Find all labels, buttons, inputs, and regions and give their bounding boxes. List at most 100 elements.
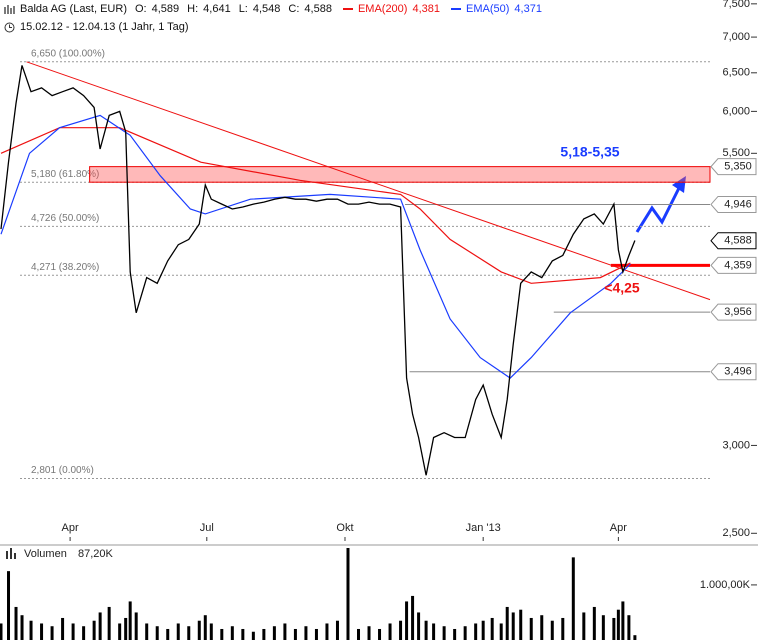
volume-bar bbox=[378, 628, 382, 640]
trendline bbox=[26, 61, 711, 301]
fib-label: 4,271 (38.20%) bbox=[31, 262, 99, 273]
volume-bar bbox=[166, 628, 170, 640]
stat-name: H: bbox=[187, 3, 199, 15]
volume-bar bbox=[621, 601, 625, 640]
volume-bar bbox=[561, 617, 565, 640]
volume-bar bbox=[61, 617, 65, 640]
fib-label: 2,801 (0.00%) bbox=[31, 465, 94, 476]
volume-bar bbox=[335, 620, 339, 640]
legend-value: 4,381 bbox=[412, 3, 440, 15]
volume-bar bbox=[272, 626, 276, 640]
volume-bar bbox=[424, 620, 428, 640]
volume-bar bbox=[314, 628, 318, 640]
volume-bar bbox=[481, 620, 485, 640]
volume-bar bbox=[633, 635, 637, 640]
volume-bar bbox=[20, 615, 24, 640]
volume-bar bbox=[230, 626, 234, 640]
volume-bar bbox=[283, 623, 287, 640]
price-tag bbox=[710, 303, 757, 321]
volume-bar bbox=[187, 626, 191, 640]
volume-bar bbox=[550, 620, 554, 640]
volume-bar bbox=[367, 626, 371, 640]
volume-bar bbox=[203, 615, 207, 640]
stat-value: 4,641 bbox=[203, 3, 231, 15]
volume-bar bbox=[453, 628, 457, 640]
y-tick-label: 6,500 bbox=[722, 67, 750, 79]
volume-bar bbox=[529, 617, 533, 640]
volume-bar bbox=[405, 601, 409, 640]
volume-bar bbox=[511, 612, 515, 640]
volume-bar bbox=[474, 623, 478, 640]
bars-icon bbox=[4, 4, 15, 14]
target-zone bbox=[89, 166, 711, 183]
volume-bar bbox=[262, 628, 266, 640]
price-tag-label: 3,956 bbox=[724, 306, 752, 318]
volume-bar bbox=[124, 617, 128, 640]
y-tick-label: 3,000 bbox=[722, 439, 750, 451]
x-tick-label: Jul bbox=[200, 522, 214, 534]
volume-title: Volumen bbox=[24, 548, 67, 560]
y-tick-label: 7,500 bbox=[722, 0, 750, 10]
legend-value: 4,371 bbox=[514, 3, 542, 15]
annotation: 5,18-5,35 bbox=[560, 144, 619, 160]
volume-bar bbox=[417, 612, 421, 640]
volume-bar bbox=[241, 628, 245, 640]
price-tag-label: 4,359 bbox=[724, 259, 752, 271]
price-line bbox=[0, 65, 636, 476]
volume-bar bbox=[616, 609, 620, 640]
price-tag bbox=[710, 195, 757, 213]
clock-icon bbox=[4, 22, 15, 32]
volume-bar bbox=[357, 628, 361, 640]
stat-name: C: bbox=[288, 3, 300, 15]
price-tag-label: 4,946 bbox=[724, 198, 752, 210]
volume-bar bbox=[176, 623, 180, 640]
volume-bar bbox=[399, 620, 403, 640]
stat-value: 4,548 bbox=[252, 3, 281, 15]
arrow-head bbox=[672, 176, 686, 193]
volume-bar bbox=[388, 623, 392, 640]
volume-bar bbox=[50, 626, 54, 640]
volume-bar bbox=[411, 595, 415, 640]
x-tick-label: Jan '13 bbox=[466, 522, 501, 534]
volume-bar bbox=[432, 623, 436, 640]
volume-bar bbox=[442, 626, 446, 640]
price-tag bbox=[710, 363, 757, 381]
legend-name: EMA(50) bbox=[466, 3, 510, 15]
volume-bar bbox=[490, 617, 494, 640]
volume-bar bbox=[571, 557, 575, 640]
volume-bar bbox=[304, 626, 308, 640]
volume-bar bbox=[40, 623, 44, 640]
volume-bar bbox=[499, 623, 503, 640]
header: Balda AG (Last, EUR) O: 4,589 H: 4,641 L: 4,5… bbox=[4, 3, 542, 15]
volume-bar bbox=[92, 620, 96, 640]
y-tick-label: 7,000 bbox=[722, 31, 750, 43]
volume-bar bbox=[582, 612, 586, 640]
volume-bar bbox=[145, 623, 149, 640]
price-tag bbox=[710, 158, 757, 176]
volume-bar bbox=[592, 606, 596, 640]
volume-icon bbox=[6, 548, 16, 559]
volume-bar bbox=[463, 626, 467, 640]
fib-label: 5,180 (61.80%) bbox=[31, 169, 99, 180]
fib-label: 4,726 (50.00%) bbox=[31, 213, 99, 224]
y-tick-label: 5,500 bbox=[722, 147, 750, 159]
volume-bar bbox=[98, 612, 102, 640]
price-tag-label: 3,496 bbox=[724, 366, 752, 378]
volume-bar bbox=[0, 623, 3, 640]
ema-line bbox=[0, 114, 631, 379]
volume-bar bbox=[209, 623, 213, 640]
volume-bar bbox=[82, 626, 86, 640]
volume-last: 87,20K bbox=[78, 548, 114, 560]
price-tag-label: 5,350 bbox=[724, 161, 752, 173]
legend-swatch bbox=[342, 8, 353, 10]
volume-bar bbox=[627, 615, 631, 640]
volume-bar bbox=[14, 606, 18, 640]
forecast-arrow bbox=[635, 185, 682, 233]
legend-swatch bbox=[451, 8, 461, 10]
volume-bar bbox=[29, 620, 33, 640]
y-tick-label: 2,500 bbox=[722, 527, 750, 539]
volume-bar bbox=[128, 601, 132, 640]
stat-name: L: bbox=[238, 3, 248, 15]
